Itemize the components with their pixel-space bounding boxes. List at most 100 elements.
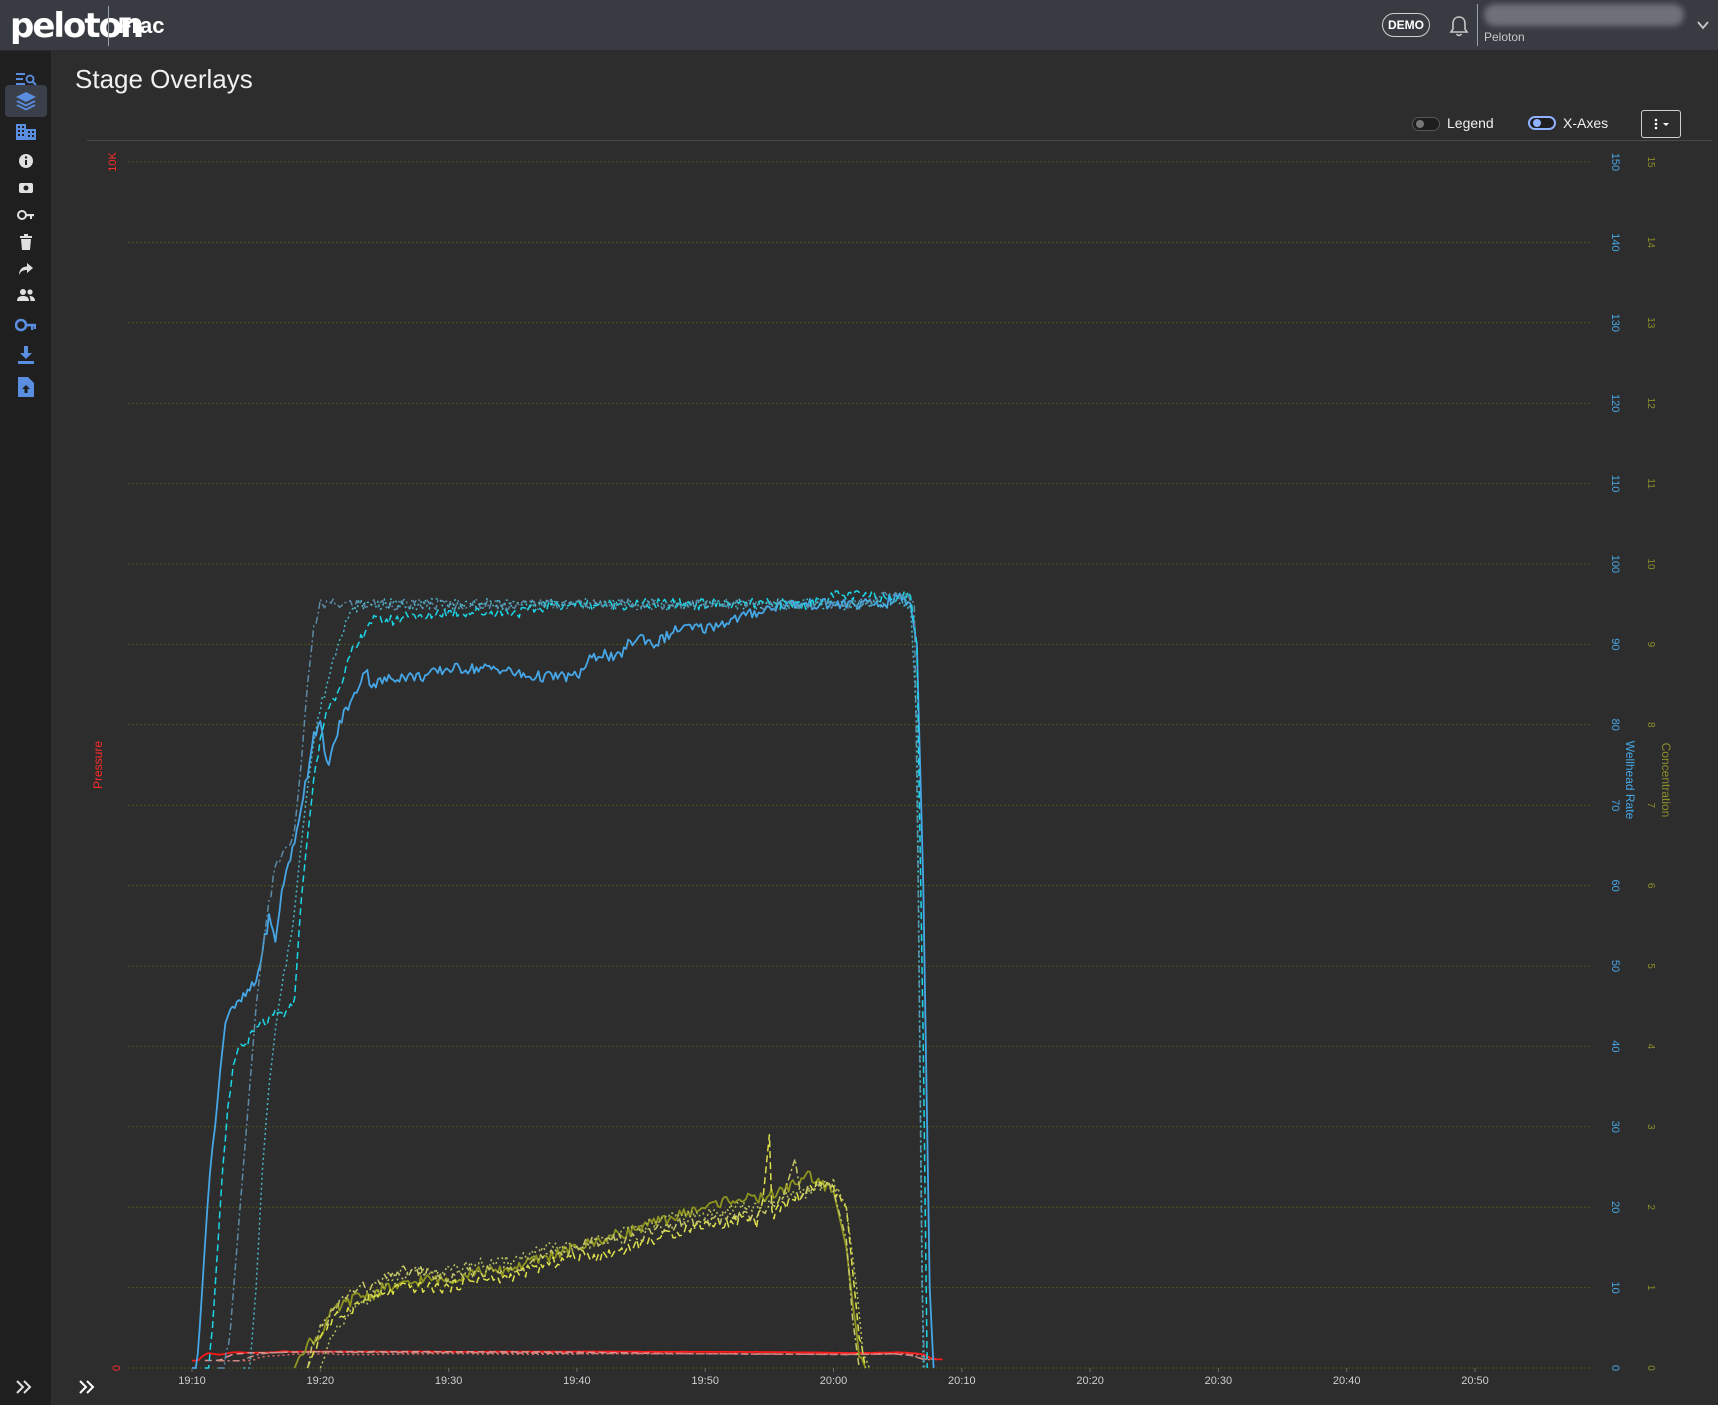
key-icon <box>17 210 34 220</box>
sidebar-item-key-large[interactable] <box>5 311 47 339</box>
xaxes-toggle-label: X-Axes <box>1563 115 1609 131</box>
kebab-menu-icon <box>1654 118 1669 130</box>
sidebar-item-layers[interactable] <box>5 85 47 117</box>
trash-icon <box>20 234 32 250</box>
pressure-series-line <box>217 1350 930 1362</box>
sidebar-item-eye[interactable] <box>5 174 47 202</box>
concentration-axis-title: Concentration <box>1659 743 1673 818</box>
rate-tick-label: 100 <box>1609 555 1621 573</box>
double-chevron-right-icon[interactable] <box>78 1379 96 1395</box>
rate-series-line <box>243 597 925 1369</box>
rate-tick-label: 70 <box>1609 799 1621 811</box>
concentration-tick-label: 2 <box>1645 1204 1656 1210</box>
x-tick-label: 20:30 <box>1205 1375 1233 1387</box>
x-tick-label: 19:10 <box>178 1375 206 1387</box>
page-title: Stage Overlays <box>75 64 253 94</box>
concentration-tick-label: 1 <box>1645 1285 1656 1291</box>
chevron-down-icon[interactable] <box>1696 18 1710 32</box>
xaxes-toggle[interactable] <box>1528 116 1556 130</box>
rate-tick-label: 40 <box>1609 1040 1621 1052</box>
key-icon <box>15 318 36 332</box>
layers-icon <box>16 92 36 111</box>
concentration-tick-label: 11 <box>1645 478 1656 489</box>
rate-tick-label: 120 <box>1609 394 1621 412</box>
bell-icon[interactable] <box>1449 15 1469 37</box>
concentration-tick-label: 14 <box>1645 237 1656 249</box>
user-name-redacted[interactable] <box>1484 4 1684 26</box>
concentration-tick-label: 15 <box>1645 156 1656 168</box>
x-tick-label: 20:20 <box>1076 1375 1104 1387</box>
rate-tick-label: 90 <box>1609 638 1621 650</box>
sidebar-item-building[interactable] <box>5 117 47 145</box>
concentration-series-line <box>306 1134 867 1369</box>
rate-tick-label: 140 <box>1609 233 1621 251</box>
concentration-tick-label: 0 <box>1645 1365 1656 1371</box>
top-bar: peloton Frac DEMO Peloton <box>0 0 1718 51</box>
axis-layer: 0102030405060708090100110120130140150012… <box>91 152 1673 1387</box>
demo-badge[interactable]: DEMO <box>1382 13 1430 37</box>
rate-tick-label: 10 <box>1609 1281 1621 1293</box>
pressure-axis-title: Pressure <box>91 741 105 789</box>
series-layer <box>192 589 943 1369</box>
rate-tick-label: 80 <box>1609 719 1621 731</box>
x-tick-label: 20:10 <box>948 1375 976 1387</box>
x-tick-label: 19:40 <box>563 1375 591 1387</box>
pressure-series-line <box>243 1352 937 1362</box>
legend-toggle-label: Legend <box>1447 115 1494 131</box>
concentration-tick-label: 5 <box>1645 963 1656 969</box>
rate-tick-label: 110 <box>1609 475 1621 493</box>
rate-tick-label: 60 <box>1609 879 1621 891</box>
pressure-tick-label: 10K <box>107 152 119 172</box>
chart-menu-button[interactable] <box>1641 110 1681 138</box>
concentration-tick-label: 10 <box>1645 558 1656 570</box>
concentration-series-line <box>306 1158 860 1369</box>
download-icon <box>18 346 34 364</box>
sidebar-item-users[interactable] <box>5 281 47 309</box>
x-tick-label: 20:50 <box>1461 1375 1489 1387</box>
concentration-series-line <box>293 1170 867 1369</box>
grid-layer <box>128 161 1590 1369</box>
x-tick-label: 19:30 <box>435 1375 463 1387</box>
legend-toggle[interactable] <box>1412 117 1440 131</box>
sidebar-item-share[interactable] <box>5 255 47 283</box>
x-tick-label: 20:40 <box>1333 1375 1361 1387</box>
sidebar-item-key[interactable] <box>5 201 47 229</box>
app-title: Frac <box>118 13 165 38</box>
user-divider <box>1477 4 1478 46</box>
rate-series-line <box>204 589 928 1369</box>
search-list-icon <box>16 73 37 86</box>
rate-tick-label: 30 <box>1609 1121 1621 1133</box>
concentration-tick-label: 4 <box>1645 1044 1656 1050</box>
x-tick-label: 19:20 <box>307 1375 335 1387</box>
sidebar-item-file-upload[interactable] <box>5 373 47 401</box>
rate-tick-label: 150 <box>1609 153 1621 171</box>
peloton-logo[interactable]: peloton <box>10 6 144 46</box>
x-tick-label: 19:50 <box>691 1375 719 1387</box>
double-chevron-right-icon[interactable] <box>14 1378 34 1396</box>
concentration-tick-label: 7 <box>1645 802 1656 808</box>
sidebar-item-info[interactable] <box>5 147 47 175</box>
concentration-tick-label: 3 <box>1645 1124 1656 1130</box>
rate-series-line <box>217 591 926 1369</box>
file-upload-icon <box>18 377 34 397</box>
chart-top-border <box>87 140 1712 141</box>
building-icon <box>16 124 36 140</box>
users-icon <box>17 289 35 301</box>
concentration-tick-label: 9 <box>1645 642 1656 648</box>
logo-divider <box>108 6 109 46</box>
concentration-tick-label: 13 <box>1645 317 1656 329</box>
rate-axis-title: Wellhead Rate <box>1623 741 1637 820</box>
info-icon <box>19 154 33 168</box>
sidebar-item-trash[interactable] <box>5 228 47 256</box>
legend-toggle-knob <box>1416 120 1424 128</box>
rate-tick-label: 0 <box>1609 1365 1621 1371</box>
concentration-tick-label: 6 <box>1645 883 1656 889</box>
rate-tick-label: 130 <box>1609 314 1621 332</box>
sidebar-item-search-list[interactable] <box>5 65 47 93</box>
xaxes-toggle-knob <box>1533 119 1541 127</box>
sidebar-item-download[interactable] <box>5 341 47 369</box>
rate-tick-label: 20 <box>1609 1201 1621 1213</box>
pressure-tick-label: 0 <box>111 1365 123 1371</box>
sidebar <box>0 51 51 1405</box>
